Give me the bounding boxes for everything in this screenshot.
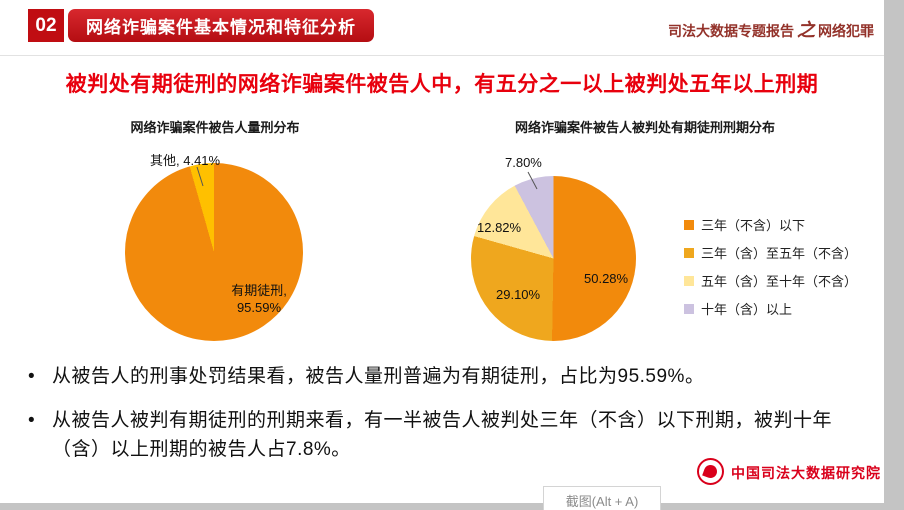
legend-item: 五年（含）至十年（不含） <box>684 271 857 290</box>
legend-label: 三年（不含）以下 <box>701 218 806 233</box>
pie2-label-5-10y: 12.82% <box>477 220 522 235</box>
legend-swatch-10y-plus <box>684 303 694 314</box>
bullet-item: • 从被告人的刑事处罚结果看，被告人量刑普遍为有期徒刑，占比为95.59%。 <box>28 362 858 391</box>
summary-bullets: • 从被告人的刑事处罚结果看，被告人量刑普遍为有期徒刑，占比为95.59%。 •… <box>28 362 858 479</box>
slide: 02 网络诈骗案件基本情况和特征分析 司法大数据专题报告之网络犯罪 被判处有期徒… <box>0 0 884 503</box>
pie2-label-10y-plus: 7.80% <box>505 155 542 170</box>
pie2-label-under-3y: 50.28% <box>584 271 629 286</box>
bullet-dot: • <box>28 366 36 387</box>
legend-label: 十年（含）以上 <box>701 302 793 317</box>
pie1-main-label: 有期徒刑, 95.59% <box>211 282 307 316</box>
screenshot-tooltip-button[interactable]: 截图(Alt + A) <box>543 486 661 510</box>
pie1-other-label: 其他, 4.41% <box>150 153 221 168</box>
section-number-badge: 02 <box>28 9 64 42</box>
bullet-dot: • <box>28 410 36 431</box>
right-pie-title: 网络诈骗案件被告人被判处有期徒刑刑期分布 <box>514 120 775 135</box>
headline: 被判处有期徒刑的网络诈骗案件被告人中，有五分之一以上被判处五年以上刑期 <box>65 73 819 96</box>
legend-item: 三年（不含）以下 <box>684 215 857 234</box>
pie-sentencing-type-distribution <box>125 163 303 341</box>
legend-swatch-under-3y <box>684 219 694 230</box>
report-series-connector: 之 <box>797 20 815 40</box>
institute-name: 中国司法大数据研究院 <box>731 465 881 481</box>
bullet-text: 从被告人的刑事处罚结果看，被告人量刑普遍为有期徒刑，占比为95.59%。 <box>52 366 705 387</box>
pie-prison-term-distribution <box>471 176 636 341</box>
pie2-label-3-5y: 29.10% <box>496 287 541 302</box>
bullet-item: • 从被告人被判有期徒刑的刑期来看，有一半被告人被判处三年（不含）以下刑期，被判… <box>28 406 858 464</box>
legend-item: 十年（含）以上 <box>684 299 857 318</box>
legend: 三年（不含）以下 三年（含）至五年（不含） 五年（含）至十年（不含） 十年（含）… <box>684 215 857 327</box>
pie1-main-label-line1: 有期徒刑, <box>231 283 287 298</box>
institute-logo-icon <box>697 458 724 485</box>
bullet-text: 从被告人被判有期徒刑的刑期来看，有一半被告人被判处三年（不含）以下刑期，被判十年… <box>52 410 833 460</box>
section-title: 网络诈骗案件基本情况和特征分析 <box>68 9 374 42</box>
legend-swatch-5-10y <box>684 275 694 286</box>
report-series-suffix: 网络犯罪 <box>818 23 874 39</box>
report-series-title: 司法大数据专题报告之网络犯罪 <box>668 16 874 42</box>
report-series-prefix: 司法大数据专题报告 <box>668 23 794 39</box>
legend-label: 五年（含）至十年（不含） <box>701 274 858 289</box>
header-divider <box>0 55 884 56</box>
legend-item: 三年（含）至五年（不含） <box>684 243 857 262</box>
legend-label: 三年（含）至五年（不含） <box>701 246 858 261</box>
legend-swatch-3-5y <box>684 247 694 258</box>
left-pie-title: 网络诈骗案件被告人量刑分布 <box>130 120 300 135</box>
pie1-main-label-line2: 95.59% <box>236 300 282 315</box>
